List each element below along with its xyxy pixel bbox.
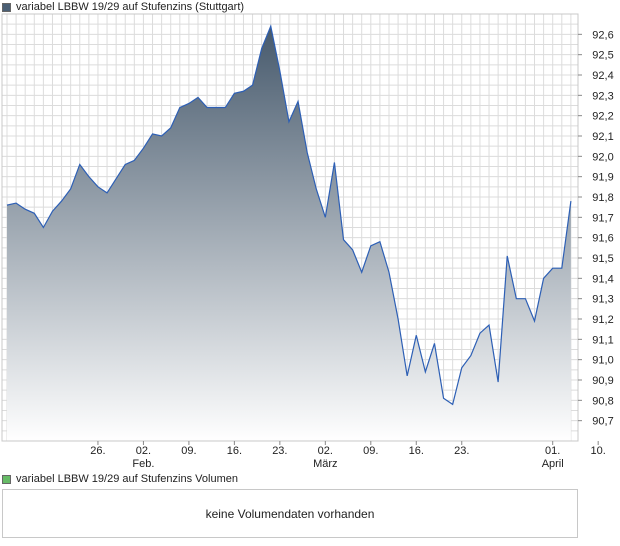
x-tick-month-label: Feb.: [132, 458, 154, 470]
y-tick-label: 91,0: [592, 355, 613, 367]
y-tick-label: 92,2: [592, 111, 613, 123]
y-tick-label: 91,6: [592, 233, 613, 245]
y-tick-label: 91,7: [592, 212, 613, 224]
x-tick-label: 23.: [272, 445, 287, 457]
y-tick-label: 91,9: [592, 172, 613, 184]
volume-empty-message: keine Volumendaten vorhanden: [205, 506, 375, 521]
price-chart: 90,7 90,8 90,9 91,0 91,1 91,2 91,3 91,4 91,5 91,6…: [1, 13, 614, 470]
y-tick-label: 90,8: [592, 395, 613, 407]
series-line: [6, 24, 572, 406]
volume-panel: keine Volumendaten vorhanden: [2, 489, 578, 538]
legend-price: variabel LBBW 19/29 auf Stufenzins (Stut…: [2, 0, 244, 14]
y-tick-label: 92,4: [592, 70, 613, 82]
y-tick-label: 91,2: [592, 314, 613, 326]
y-tick-label: 91,8: [592, 192, 613, 204]
legend-price-swatch: [2, 2, 11, 12]
x-tick-label: 26.: [90, 445, 105, 457]
y-tick-label: 91,1: [592, 334, 613, 346]
y-tick-label: 91,3: [592, 294, 613, 306]
y-tick-label: 92,5: [592, 50, 613, 62]
legend-price-label: variabel LBBW 19/29 auf Stufenzins (Stut…: [16, 1, 245, 13]
y-tick-label: 91,4: [592, 273, 613, 285]
x-tick-month-label: März: [313, 458, 337, 470]
legend-volume: variabel LBBW 19/29 auf Stufenzins Volum…: [2, 472, 238, 486]
y-tick-label: 91,5: [592, 253, 613, 265]
y-tick-label: 92,1: [592, 131, 613, 143]
x-tick-label: 23.: [454, 445, 469, 457]
x-tick-label: 09.: [181, 445, 196, 457]
x-tick-label: 01.: [545, 445, 560, 457]
legend-volume-swatch: [2, 474, 11, 484]
series-area: [7, 26, 571, 441]
x-tick-label: 09.: [363, 445, 378, 457]
y-tick-label: 92,0: [592, 151, 613, 163]
legend-volume-label: variabel LBBW 19/29 auf Stufenzins Volum…: [16, 473, 238, 485]
x-tick-label: 16.: [227, 445, 242, 457]
plot-frame: [1, 13, 579, 442]
x-tick-label: 02.: [318, 445, 333, 457]
x-tick-label: 10.: [591, 445, 606, 457]
y-tick-label: 92,3: [592, 90, 613, 102]
y-tick-label: 90,9: [592, 375, 613, 387]
x-tick-label: 16.: [409, 445, 424, 457]
y-tick-label: 92,6: [592, 29, 613, 41]
x-tick-month-label: April: [542, 458, 564, 470]
x-tick-label: 02.: [136, 445, 151, 457]
y-tick-label: 90,7: [592, 416, 613, 428]
